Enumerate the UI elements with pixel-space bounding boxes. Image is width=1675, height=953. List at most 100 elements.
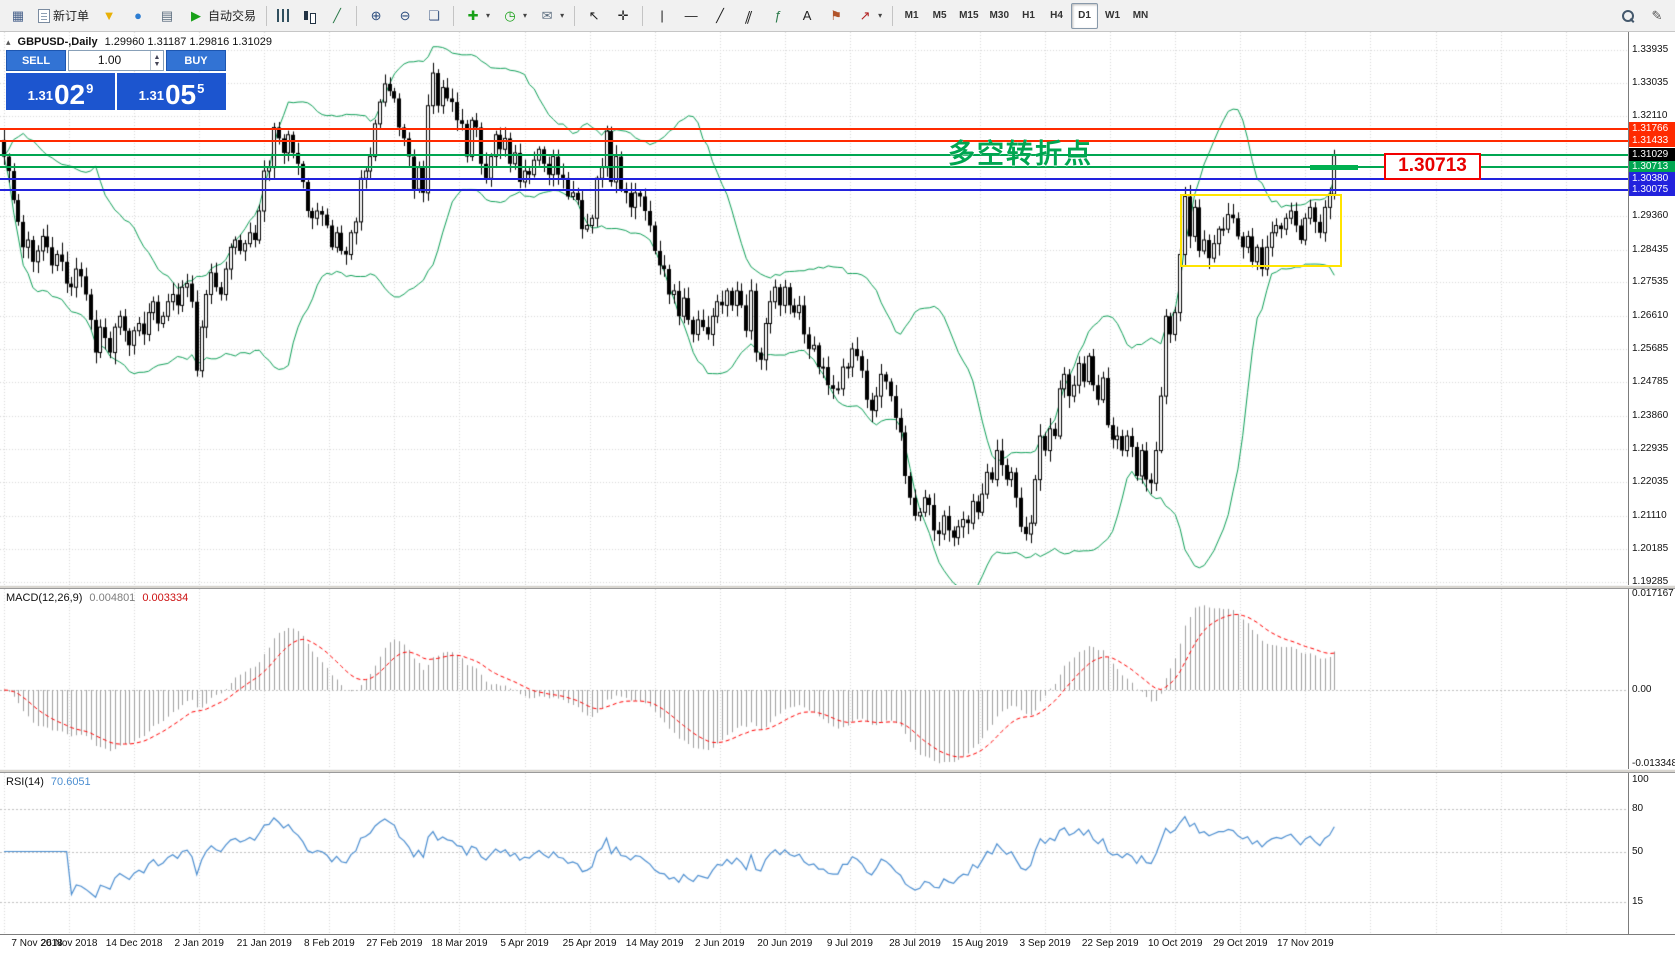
ohlc-values: 1.29960 1.31187 1.29816 1.31029 — [104, 36, 273, 48]
zoom-in-button[interactable]: ⊕ — [362, 3, 390, 29]
text-button[interactable]: A — [793, 3, 821, 29]
search-button[interactable] — [1615, 3, 1641, 29]
date-label: 29 Oct 2019 — [1213, 938, 1268, 949]
horizontal-line-1.31030[interactable] — [0, 154, 1628, 157]
arrows-button[interactable]: ↗ ▾ — [851, 3, 887, 29]
rsi-scale-label: 15 — [1632, 895, 1644, 907]
new-order-button[interactable]: 新订单 — [33, 3, 94, 29]
indicators-icon: ✚ — [467, 8, 479, 23]
rsi-canvas[interactable] — [0, 773, 1628, 934]
fibonacci-button[interactable]: ƒ — [764, 3, 792, 29]
cursor-button[interactable]: ↖ — [580, 3, 608, 29]
data-window-button[interactable]: ▤ — [153, 3, 181, 29]
metaeditor-button[interactable]: ▼ — [95, 3, 123, 29]
chevron-down-icon[interactable]: ▾ — [560, 11, 565, 20]
consolidation-rectangle[interactable] — [1180, 193, 1343, 268]
chevron-down-icon[interactable]: ▾ — [523, 11, 528, 20]
collapse-arrow-icon[interactable]: ▴ — [6, 36, 11, 47]
volume-stepper[interactable]: 1.00 ▲ ▼ — [68, 50, 164, 71]
date-label: 5 Apr 2019 — [500, 938, 549, 949]
vertical-line-button[interactable]: | — [648, 3, 676, 29]
price-tick-label: 1.33935 — [1632, 44, 1669, 55]
timeframe-w1-button[interactable]: W1 — [1105, 10, 1120, 21]
timeframe-m5-button[interactable]: M5 — [932, 10, 947, 21]
volume-up-icon[interactable]: ▲ — [153, 53, 161, 61]
horizontal-line-icon: — — [684, 8, 698, 23]
price-tick-label: 1.27535 — [1632, 276, 1669, 288]
edit-button[interactable]: ✎ — [1643, 3, 1671, 29]
buy-button[interactable]: BUY — [166, 50, 226, 71]
chevron-down-icon[interactable]: ▾ — [878, 11, 883, 20]
support-level-segment[interactable] — [1310, 164, 1359, 170]
price-tag-1.30380: 1.30380 — [1629, 172, 1675, 186]
horizontal-line-button[interactable]: — — [677, 3, 705, 29]
panel-separator[interactable] — [0, 585, 1675, 589]
new-order-button-label: 新订单 — [53, 9, 90, 23]
crosshair-button[interactable]: ✛ — [609, 3, 637, 29]
horizontal-line-1.31766[interactable] — [0, 127, 1628, 130]
candlestick-chart-button[interactable] — [296, 3, 322, 29]
indicators-button[interactable]: ✚ ▾ — [459, 3, 495, 29]
turning-point-annotation[interactable]: 多空转折点 — [948, 139, 1093, 169]
autotrading-icon: ▶ — [191, 8, 202, 23]
trendline-icon: ╱ — [716, 8, 724, 23]
timeframe-m30-button[interactable]: M30 — [989, 10, 1009, 21]
horizontal-line-1.30713[interactable] — [0, 165, 1628, 168]
autotrading-button[interactable]: ▶ 自动交易 — [182, 3, 261, 29]
chevron-down-icon[interactable]: ▾ — [486, 11, 491, 20]
equidistant-channel-button[interactable]: ∥ — [735, 3, 763, 29]
bid-prefix: 1.31 — [27, 88, 53, 103]
price-tick-label: 1.26610 — [1632, 309, 1669, 321]
rsi-scale-label: 100 — [1632, 774, 1649, 785]
periods-button[interactable]: ◷ ▾ — [496, 3, 532, 29]
chart-objects-overlay — [0, 32, 1628, 585]
price-tick-label: 1.29360 — [1632, 210, 1669, 222]
sell-button[interactable]: SELL — [6, 50, 66, 71]
periods-icon: ◷ — [504, 8, 516, 23]
autotrading-button-label: 自动交易 — [208, 9, 257, 23]
macd-canvas[interactable] — [0, 589, 1628, 769]
templates-button[interactable]: ✉ ▾ — [533, 3, 569, 29]
volume-down-icon[interactable]: ▼ — [153, 60, 161, 68]
date-label: 2 Jun 2019 — [695, 938, 745, 949]
timeframe-h1-button[interactable]: H1 — [1022, 10, 1035, 21]
volume-spinner: ▲ ▼ — [150, 51, 163, 70]
bar-chart-button[interactable] — [272, 3, 295, 29]
zoom-out-button[interactable]: ⊖ — [391, 3, 419, 29]
rsi-title: RSI(14) — [6, 776, 44, 788]
horizontal-line-1.30075[interactable] — [0, 189, 1628, 192]
new-chart-button[interactable]: ▦ — [4, 3, 32, 29]
panel-separator[interactable] — [0, 769, 1675, 773]
timeframe-mn-button[interactable]: MN — [1132, 10, 1149, 21]
line-chart-button[interactable]: ╱ — [323, 3, 351, 29]
rsi-scale-label: 80 — [1632, 802, 1644, 814]
timeframe-h4-button[interactable]: H4 — [1050, 10, 1063, 21]
toolbar-separator — [574, 5, 576, 26]
tile-windows-button[interactable]: ❏ — [420, 3, 448, 29]
timeframe-d1-button[interactable]: D1 — [1071, 2, 1098, 29]
price-chart-canvas[interactable] — [0, 32, 1628, 585]
timeframe-m1-button[interactable]: M1 — [904, 10, 919, 21]
price-tick-label: 1.25685 — [1632, 343, 1669, 355]
horizontal-line-1.31433[interactable] — [0, 139, 1628, 142]
zoom-out-icon: ⊖ — [399, 8, 411, 23]
ask-price-button[interactable]: 1.31 05 5 — [117, 73, 226, 110]
navigator-button[interactable]: ● — [124, 3, 152, 29]
candlestick-icon — [301, 8, 317, 24]
date-label: 26 Nov 2018 — [40, 938, 98, 949]
vertical-line-icon: | — [660, 8, 664, 23]
volume-value[interactable]: 1.00 — [97, 53, 122, 67]
horizontal-line-1.30380[interactable] — [0, 178, 1628, 181]
date-label: 17 Nov 2019 — [1277, 938, 1334, 949]
date-label: 15 Aug 2019 — [951, 938, 1009, 949]
ask-prefix: 1.31 — [138, 88, 164, 103]
navigator-icon: ● — [134, 8, 142, 23]
trendline-button[interactable]: ╱ — [706, 3, 734, 29]
date-label: 18 Mar 2019 — [431, 938, 488, 949]
price-callout-label[interactable]: 1.30713 — [1384, 152, 1481, 180]
bid-price-button[interactable]: 1.31 02 9 — [6, 73, 115, 110]
timeframe-m15-button[interactable]: M15 — [959, 10, 979, 21]
price-scale[interactable]: 1.33935 1.33035 1.32110 1.29360 1.28435 1.275… — [1628, 32, 1675, 934]
time-axis[interactable]: 7 Nov 2018 26 Nov 2018 14 Dec 2018 2 Jan 20… — [0, 934, 1675, 953]
label-button[interactable]: ⚑ — [822, 3, 850, 29]
